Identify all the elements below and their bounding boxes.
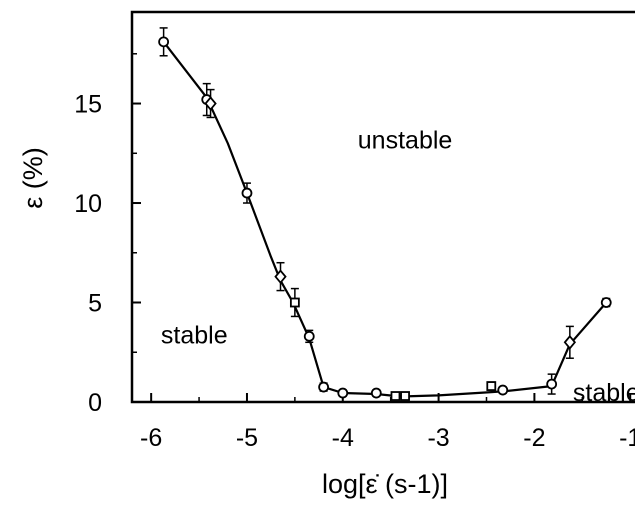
x-tick-label: -3 — [427, 424, 449, 452]
region-label: stable — [573, 379, 635, 407]
x-tick-label: -1 — [619, 424, 635, 452]
data-point-circle — [318, 381, 330, 393]
series-line — [162, 41, 608, 398]
x-tick-label: -6 — [140, 424, 162, 452]
data-point-diamond — [563, 334, 577, 350]
data-point-circle — [497, 384, 509, 396]
data-point-circle — [370, 387, 382, 399]
y-tick-label: 5 — [88, 290, 102, 318]
x-tick-label: -5 — [236, 424, 258, 452]
data-point-diamond — [274, 269, 287, 285]
data-point-square — [486, 381, 497, 391]
x-tick-label: -4 — [332, 424, 354, 452]
data-point-circle — [303, 330, 315, 342]
data-point-square — [400, 391, 410, 401]
data-point-circle — [546, 378, 558, 390]
region-label: unstable — [358, 126, 453, 154]
y-tick-label: 0 — [88, 389, 102, 417]
data-point-circle — [337, 387, 349, 399]
region-label: stable — [161, 321, 228, 349]
data-point-diamond — [204, 96, 217, 111]
plot-frame — [130, 10, 635, 404]
x-tick-label: -2 — [523, 424, 545, 452]
plot-area: 0 5 10 15 -6 -5 -4 -3 -2 -1 unstable stable stable — [74, 10, 635, 452]
data-point-circle — [241, 187, 253, 199]
data-point-square — [289, 297, 300, 308]
y-axis-title: ε (%) — [18, 147, 48, 209]
y-tick-label: 10 — [74, 190, 102, 218]
y-tick-label: 15 — [74, 91, 102, 119]
x-axis-title: log[ε̇ (s-1)] — [322, 469, 448, 499]
data-point-circle — [600, 297, 612, 308]
data-point-square — [390, 391, 401, 401]
data-point-circle — [158, 36, 170, 48]
